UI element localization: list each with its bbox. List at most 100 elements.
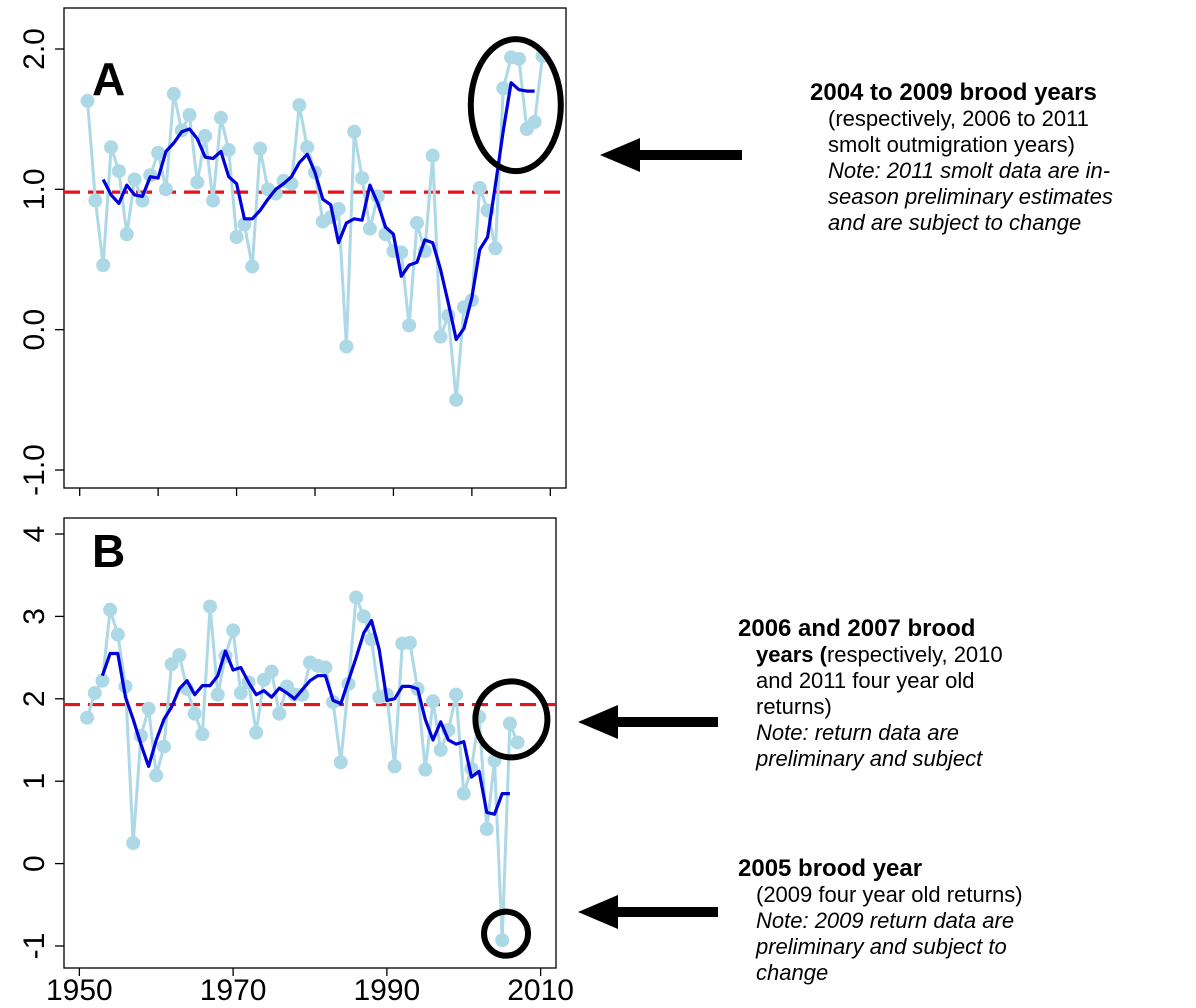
annotation-b1-heading: 2006 and 2007 brood [738,615,976,642]
data-point [349,590,364,605]
y-tick-label: -1 [18,933,51,960]
arrow-head [600,138,640,172]
data-point [233,686,248,701]
series-smoothed-line [100,618,510,816]
data-point [418,762,433,777]
annotation-a-heading: 2004 to 2009 brood years [810,79,1097,106]
data-point [126,836,141,850]
data-point [339,339,354,354]
annotation-b2-heading: 2005 brood year [738,855,923,882]
y-tick-label: -1.0 [18,444,51,496]
data-point [495,933,510,948]
data-point [206,193,221,208]
data-point [195,727,210,742]
data-point [156,739,171,754]
data-point [268,186,283,201]
annotation-b2: 2005 brood year (2009 four year old retu… [738,856,1178,986]
data-point [510,735,525,750]
y-tick-label: 0 [18,855,51,872]
data-point [229,230,244,245]
annotation-b1: 2006 and 2007 brood years (respectively,… [738,616,1178,772]
data-point [362,221,377,236]
data-point [426,694,440,709]
data-point [166,86,181,101]
data-point [190,175,205,190]
arrows [578,138,742,929]
data-point [355,171,370,186]
x-tick-label: 1970 [200,974,267,1007]
data-point [511,51,526,66]
series-raw-line [86,55,544,400]
annotation-b1-note1: Note: return data are [756,720,960,745]
data-point [449,687,464,702]
data-point [409,216,424,231]
data-point [104,140,119,155]
arrow-head [578,895,618,929]
data-point [502,716,517,731]
data-point [226,623,241,638]
data-point [96,258,111,273]
annotation-b1-line1-bold: years ( [756,642,827,667]
data-point [272,706,287,721]
annotation-b1-line3: returns) [756,694,832,719]
data-point [249,725,264,740]
data-point [300,140,315,155]
highlight-circle [481,908,532,959]
data-point [88,193,103,208]
data-point [182,107,197,122]
data-point [433,742,448,757]
data-point [95,673,110,688]
annotation-b2-note3: change [756,960,829,985]
annotation-b1-line1: years (respectively, 2010 [738,642,1178,668]
data-point [527,114,542,129]
data-point [87,686,102,701]
plot-area [64,590,556,948]
data-point [110,627,125,642]
series-raw-line [85,596,519,941]
data-point [172,648,187,663]
data-point [402,318,417,333]
data-point [141,701,156,716]
data-point [295,687,310,702]
panel-label: B [92,525,125,577]
arrow-head [578,705,618,739]
data-point [449,392,464,407]
data-point [103,602,118,617]
data-point [111,164,126,179]
y-tick-label: 1 [18,773,51,790]
data-point [496,81,511,96]
y-tick-label: 0.0 [18,309,51,351]
data-point [425,148,440,163]
data-point [151,145,166,160]
data-point [203,599,218,614]
data-point [213,110,228,125]
annotation-b2-note2: preliminary and subject to [756,934,1007,959]
data-point [253,141,268,156]
annotation-b1-note2: preliminary and subject [756,746,983,771]
y-tick-label: 4 [18,526,51,543]
data-point [187,706,202,721]
annotation-a-note3: and are subject to change [828,210,1082,235]
series-smoothed-line [101,81,535,342]
annotation-b2-line1: (2009 four year old returns) [756,882,1023,907]
data-point [127,172,142,187]
data-point [318,660,333,675]
y-tick-label: 2 [18,690,51,707]
annotation-b1-line1-rest: respectively, 2010 [826,642,1003,667]
x-tick-label: 1950 [46,974,113,1007]
data-point [479,821,494,836]
data-point [210,687,225,702]
data-point [333,755,348,770]
annotation-b1-line2: and 2011 four year old [756,668,975,693]
highlight-circle [467,36,564,175]
plot-area [64,49,566,407]
data-point [237,217,252,232]
panel-a: -1.0 0.0 1.0 2.0 A [18,7,567,496]
annotation-a-note1: Note: 2011 smolt data are in- [828,158,1111,183]
data-point [149,768,164,783]
annotation-a-note2: season preliminary estimates [828,184,1113,209]
data-point [356,609,371,624]
highlight-circle [472,678,551,761]
data-point [221,143,236,158]
